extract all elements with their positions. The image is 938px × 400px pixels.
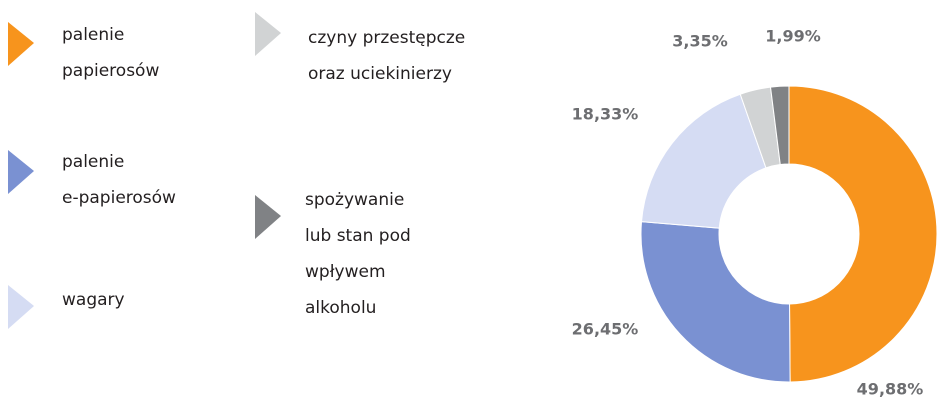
donut-segment — [788, 85, 938, 383]
donut-segment — [640, 221, 791, 383]
legend-label: wagary — [62, 290, 125, 310]
data-label: 1,99% — [765, 27, 821, 46]
legend-label: spożywanie lub stan pod wpływem alkoholu — [305, 190, 411, 318]
data-label: 49,88% — [857, 380, 924, 399]
legend-marker — [8, 285, 34, 329]
legend-marker — [255, 195, 281, 239]
data-label: 3,35% — [672, 32, 728, 51]
legend-marker — [8, 150, 34, 194]
data-label: 18,33% — [572, 105, 639, 124]
legend-marker — [8, 22, 34, 66]
donut-segment — [640, 93, 767, 229]
legend-label: palenie e-papierosów — [62, 152, 176, 208]
legend-label: palenie papierosów — [62, 25, 160, 81]
donut-segment — [769, 85, 790, 166]
data-label: 26,45% — [572, 320, 639, 339]
legend-marker — [255, 12, 281, 56]
legend-label: czyny przestępcze oraz uciekinierzy — [308, 28, 466, 84]
